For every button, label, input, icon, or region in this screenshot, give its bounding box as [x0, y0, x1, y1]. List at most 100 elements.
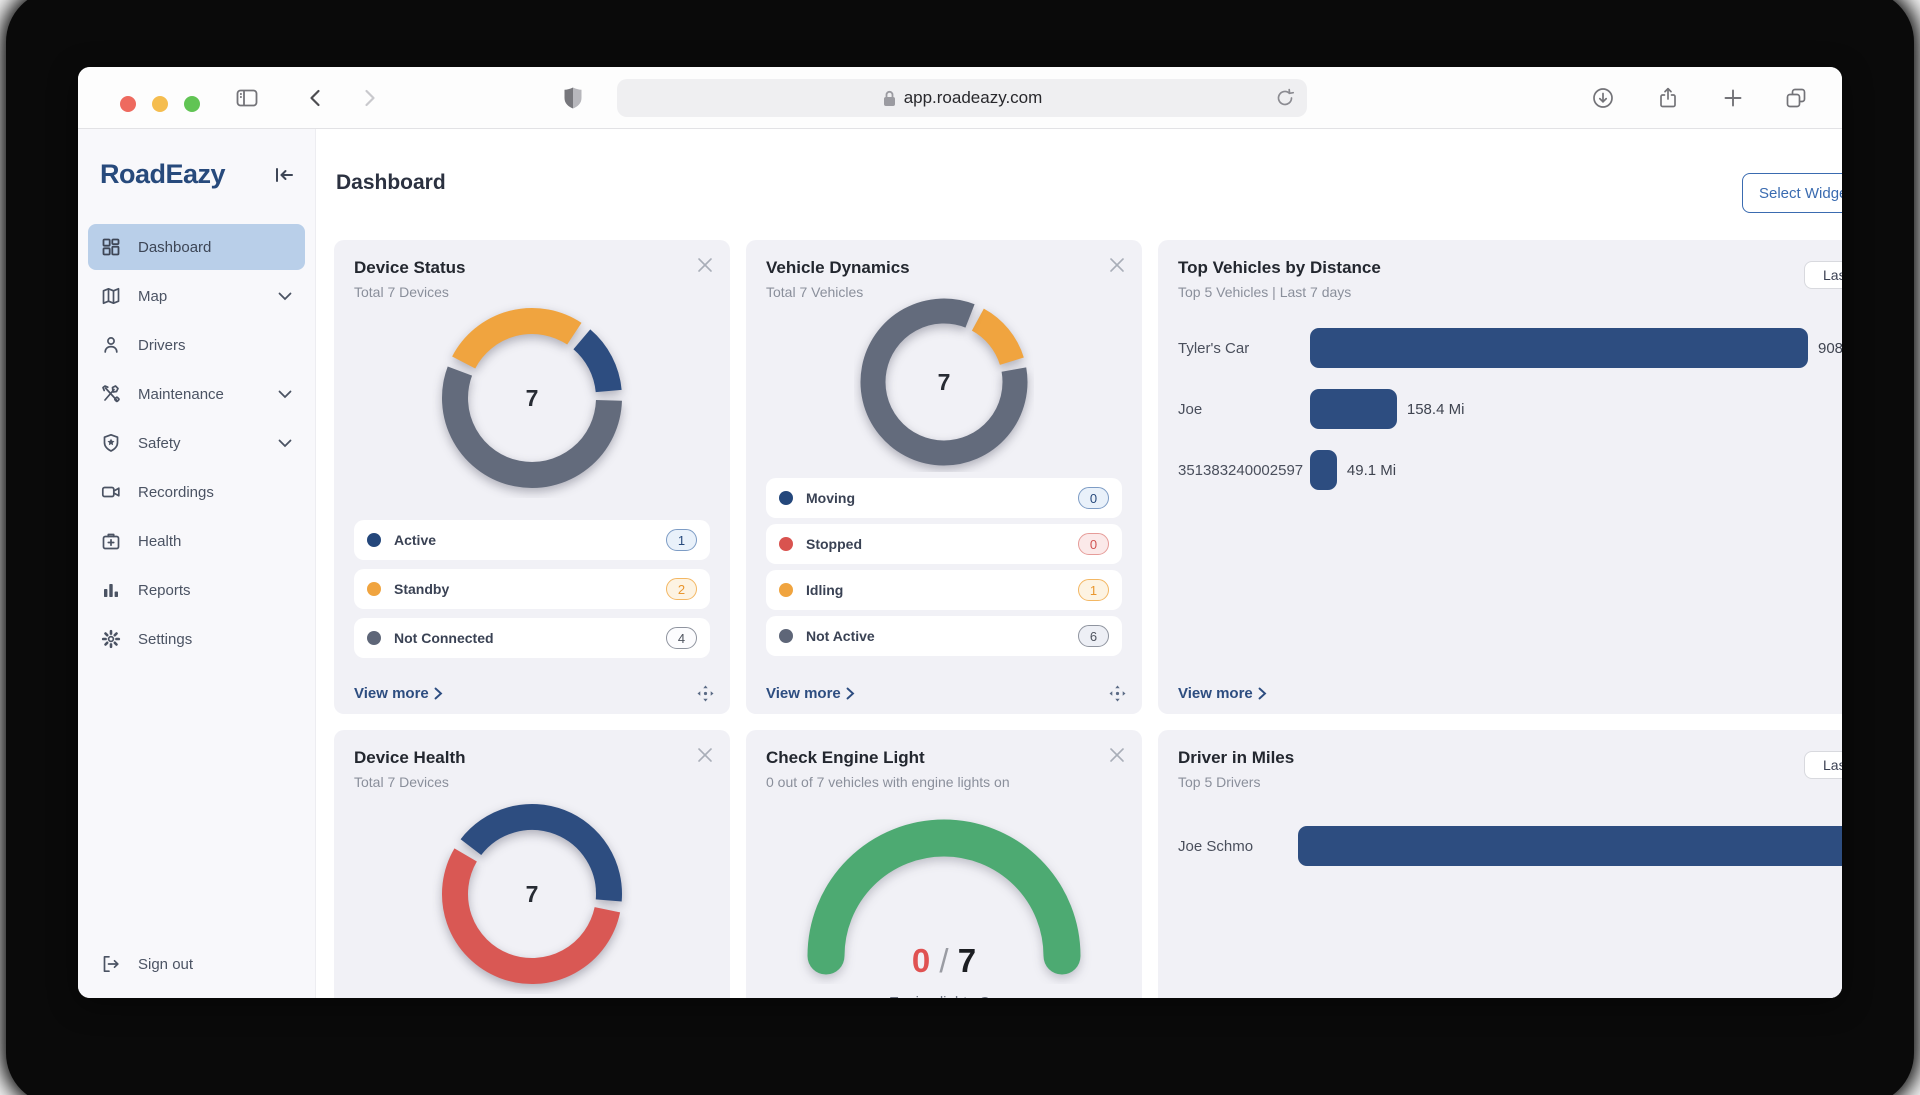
sidebar-collapse-icon[interactable] [273, 166, 295, 184]
bar [1310, 389, 1397, 429]
driver-miles-card: Driver in Miles Last Top 5 Drivers Joe S… [1158, 730, 1842, 998]
sidebar-item-recordings[interactable]: Recordings [88, 469, 305, 515]
chevron-down-icon [278, 439, 292, 448]
sidebar-item-dashboard[interactable]: Dashboard [88, 224, 305, 270]
page-title: Dashboard [336, 171, 446, 194]
browser-toolbar: app.roadeazy.com [78, 67, 1842, 129]
sign-out-icon [101, 954, 121, 974]
chevron-down-icon [278, 292, 292, 301]
card-subtitle: 0 out of 7 vehicles with engine lights o… [766, 774, 1010, 790]
tools-icon [101, 384, 121, 404]
device-status-donut-chart: 7 [442, 308, 622, 488]
bar-row: Tyler's Car 908 Mi [1178, 328, 1842, 368]
sidebar-item-label: Maintenance [138, 385, 224, 403]
legend-dot [779, 537, 793, 551]
sign-out-button[interactable]: Sign out [88, 942, 206, 986]
time-range-button[interactable]: Last [1804, 261, 1842, 289]
device-health-donut-chart: 7 [442, 804, 622, 984]
sidebar-item-reports[interactable]: Reports [88, 567, 305, 613]
sidebar-item-safety[interactable]: Safety [88, 420, 305, 466]
new-tab-icon[interactable] [1721, 86, 1745, 110]
medkit-icon [101, 531, 121, 551]
reload-icon[interactable] [1273, 86, 1297, 110]
time-range-button[interactable]: Last [1804, 751, 1842, 779]
card-title: Check Engine Light [766, 748, 925, 767]
chevron-down-icon [278, 390, 292, 399]
main-content: Dashboard Select Widget Device Status To… [316, 129, 1842, 998]
sidebar-toggle-icon[interactable] [235, 86, 259, 110]
shield-star-icon [101, 433, 121, 453]
legend-item[interactable]: Not Connected 4 [354, 618, 710, 658]
legend-item[interactable]: Idling 1 [766, 570, 1122, 610]
view-more-link[interactable]: View more [354, 685, 443, 702]
legend-label: Moving [806, 490, 855, 506]
legend-label: Stopped [806, 536, 862, 552]
sidebar-item-map[interactable]: Map [88, 273, 305, 319]
close-icon[interactable] [1106, 254, 1128, 276]
bar-label: Tyler's Car [1178, 339, 1250, 357]
forward-icon[interactable] [357, 86, 381, 110]
zoom-window-button[interactable] [184, 96, 200, 112]
bar-label: Joe [1178, 400, 1203, 418]
roadeazy-logo: RoadEazy [100, 159, 226, 189]
sidebar-item-health[interactable]: Health [88, 518, 305, 564]
bar-row: Joe 158.4 Mi [1178, 389, 1838, 429]
card-title: Device Health [354, 748, 466, 767]
legend-dot [367, 582, 381, 596]
tab-overview-icon[interactable] [1784, 86, 1808, 110]
check-engine-card: Check Engine Light 0 out of 7 vehicles w… [746, 730, 1142, 998]
card-title: Vehicle Dynamics [766, 258, 910, 277]
widget-grid: Device Status Total 7 Devices 7 Active 1 S… [334, 240, 1842, 998]
vehicle-dynamics-legend: Moving 0 Stopped 0 Idling 1 Not Active 6 [766, 478, 1122, 656]
gear-icon [101, 629, 121, 649]
select-widget-button[interactable]: Select Widget [1742, 173, 1842, 213]
browser-window: app.roadeazy.com [78, 67, 1842, 998]
legend-item[interactable]: Not Active 6 [766, 616, 1122, 656]
card-title: Top Vehicles by Distance [1178, 258, 1381, 277]
device-status-card: Device Status Total 7 Devices 7 Active 1 S… [334, 240, 730, 714]
sidebar: RoadEazy [78, 129, 316, 998]
sidebar-item-drivers[interactable]: Drivers [88, 322, 305, 368]
check-engine-gauge: 0 / 7 Engine lights On [766, 804, 1122, 998]
driver-miles-bar-chart: Joe Schmo [1178, 826, 1842, 866]
count-badge: 2 [666, 578, 697, 600]
legend-item[interactable]: Active 1 [354, 520, 710, 560]
sidebar-item-label: Recordings [138, 483, 214, 501]
drag-handle-icon[interactable] [1109, 685, 1126, 702]
svg-text:7: 7 [526, 385, 539, 411]
share-icon[interactable] [1656, 86, 1680, 110]
minimize-window-button[interactable] [152, 96, 168, 112]
sidebar-nav: Dashboard Map [78, 224, 315, 662]
bar-label: 351383240002597 [1178, 461, 1304, 479]
view-more-link[interactable]: View more [766, 685, 855, 702]
sidebar-item-label: Dashboard [138, 238, 212, 256]
count-badge: 4 [666, 627, 697, 649]
legend-item[interactable]: Standby 2 [354, 569, 710, 609]
count-badge: 0 [1078, 533, 1109, 555]
legend-item[interactable]: Stopped 0 [766, 524, 1122, 564]
sidebar-item-label: Drivers [138, 336, 186, 354]
vehicle-dynamics-donut-chart: 7 [860, 298, 1028, 466]
count-badge: 1 [1078, 579, 1109, 601]
close-icon[interactable] [694, 744, 716, 766]
privacy-shield-icon[interactable] [561, 86, 585, 110]
sidebar-item-settings[interactable]: Settings [88, 616, 305, 662]
device-health-card: Device Health Total 7 Devices 7 [334, 730, 730, 998]
legend-item[interactable]: Moving 0 [766, 478, 1122, 518]
back-icon[interactable] [304, 86, 328, 110]
drag-handle-icon[interactable] [697, 685, 714, 702]
bar-row: Joe Schmo [1178, 826, 1842, 866]
url-bar[interactable]: app.roadeazy.com [617, 79, 1307, 117]
downloads-icon[interactable] [1591, 86, 1615, 110]
view-more-link[interactable]: View more [1178, 685, 1267, 702]
sidebar-item-label: Safety [138, 434, 181, 452]
bar-value: 908 Mi [1818, 339, 1842, 357]
svg-text:7: 7 [526, 881, 539, 907]
close-icon[interactable] [1106, 744, 1128, 766]
close-icon[interactable] [694, 254, 716, 276]
bar [1310, 450, 1337, 490]
traffic-lights [120, 96, 200, 112]
sidebar-item-label: Map [138, 287, 168, 305]
close-window-button[interactable] [120, 96, 136, 112]
sidebar-item-maintenance[interactable]: Maintenance [88, 371, 305, 417]
